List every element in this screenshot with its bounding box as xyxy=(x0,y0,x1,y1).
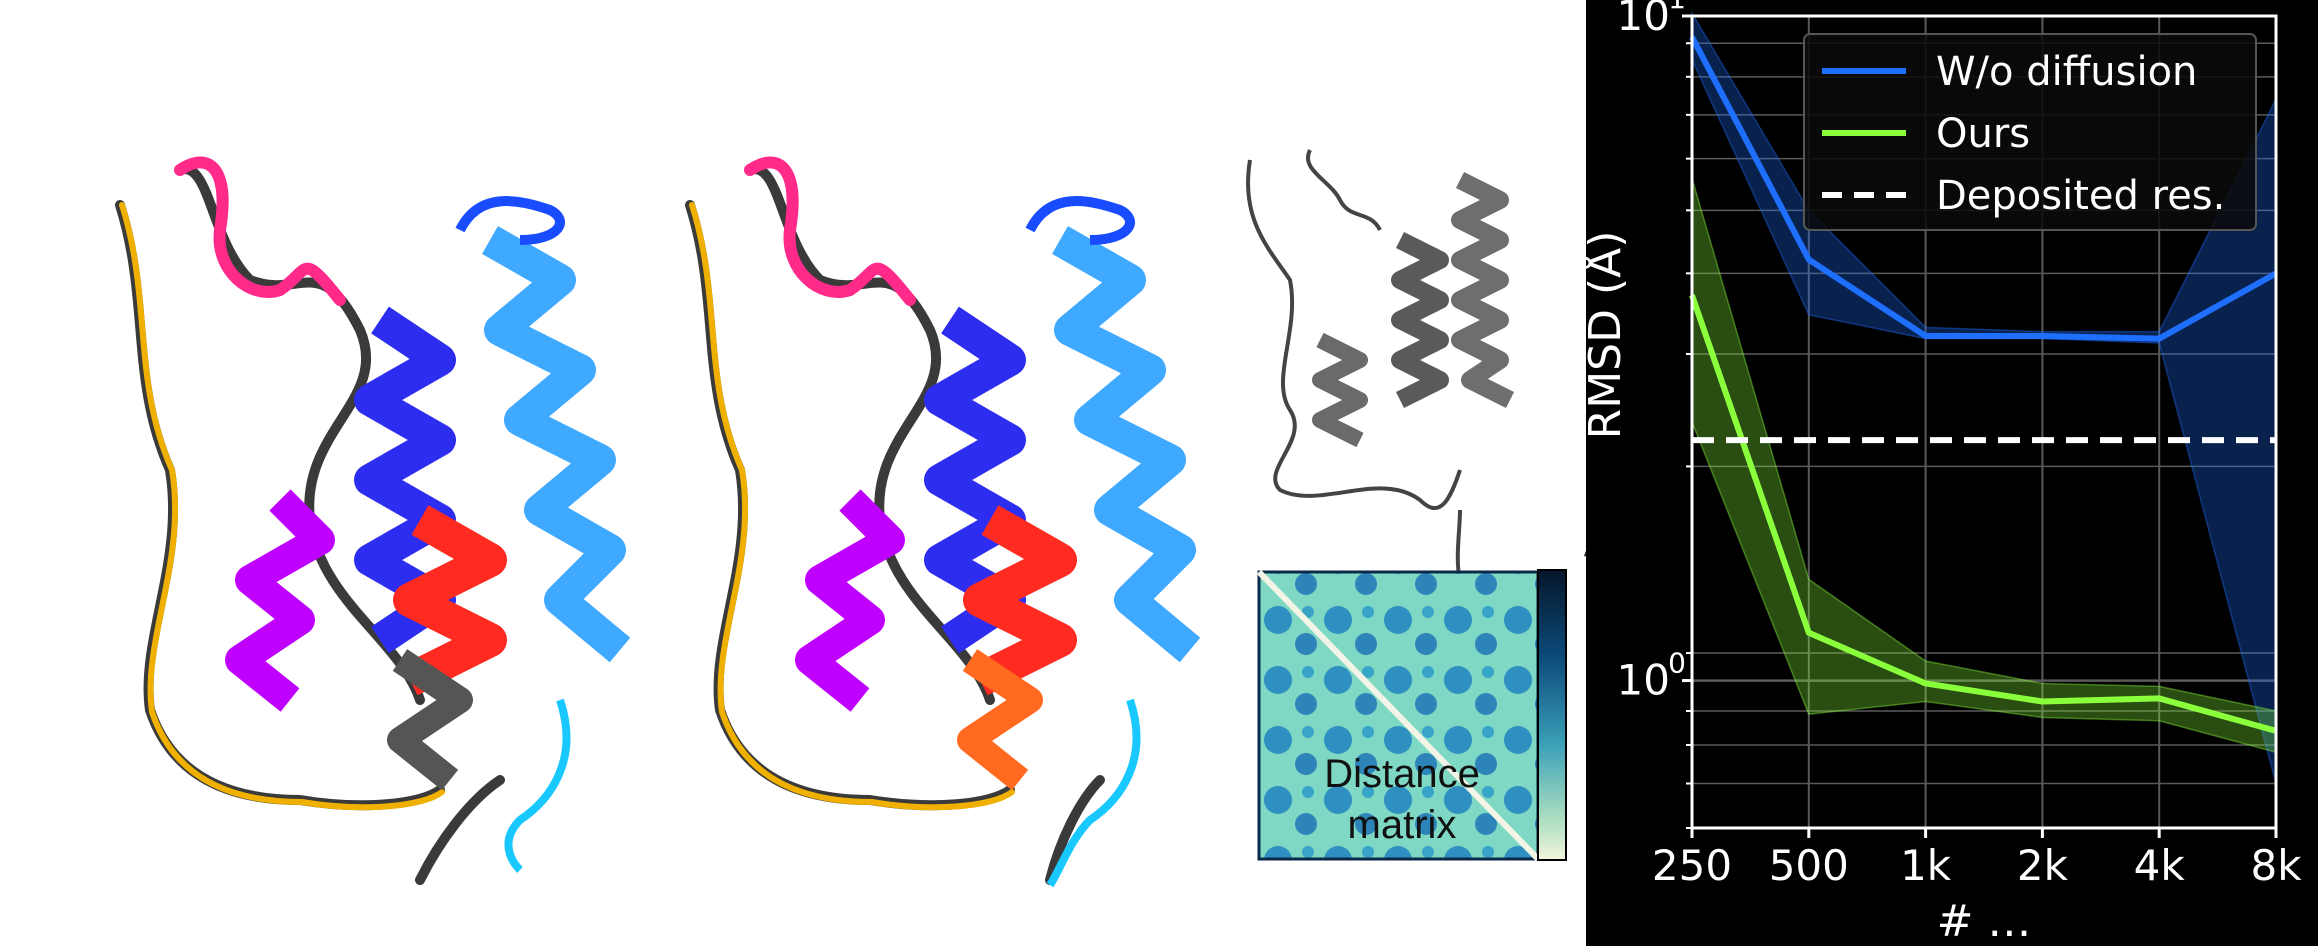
legend-label: Deposited res. xyxy=(1936,173,2225,219)
legend-box xyxy=(1803,33,2257,231)
series-lines xyxy=(1689,35,2278,734)
protein-structure-prediction xyxy=(115,156,631,885)
loop-top-blue xyxy=(455,196,565,245)
helix-magenta xyxy=(795,489,905,712)
helix-grey xyxy=(387,649,473,791)
chart-legend: W/o diffusion Ours Deposited res. xyxy=(1803,33,2257,231)
ground-truth-structure xyxy=(1246,149,1515,581)
protein-structure-refined xyxy=(685,156,1201,888)
loop-cyan xyxy=(1046,698,1141,888)
series-line-ours xyxy=(1689,294,2277,734)
y-tick-exponent: 0 xyxy=(1668,647,1686,680)
helix-orange xyxy=(957,649,1043,791)
colored-ribbon xyxy=(689,202,1015,811)
y-tick-label: 10 xyxy=(1617,656,1670,705)
helix-blue-outer xyxy=(482,226,631,663)
colored-ribbon xyxy=(119,202,445,811)
y-tick-label: 10 xyxy=(1617,0,1670,40)
loop-cyan xyxy=(504,698,571,873)
distance-matrix-diagonal xyxy=(1256,569,1541,862)
x-axis-label: # … xyxy=(1937,896,2032,946)
plot-frame xyxy=(1690,14,2278,830)
x-tick-label: 8k xyxy=(2250,841,2302,890)
distance-matrix-label-line1: Distance xyxy=(1324,752,1480,796)
x-axis-ticks: 250 500 1k 2k 4k 8k xyxy=(1652,828,2302,890)
distance-matrix-colorbar xyxy=(1537,569,1567,861)
gt-loop-top xyxy=(1306,149,1382,232)
loop-top-blue xyxy=(1025,196,1135,245)
helix-red xyxy=(393,505,507,696)
x-tick-label: 500 xyxy=(1769,841,1849,890)
legend-label: W/o diffusion xyxy=(1936,49,2197,95)
x-tick-label: 250 xyxy=(1652,841,1732,890)
loop-pink xyxy=(174,156,346,306)
y-axis-label: RMSD (Å) xyxy=(1578,231,1631,440)
x-tick-label: 4k xyxy=(2134,841,2186,890)
gt-helix-1 xyxy=(1312,332,1368,448)
gt-helix-3 xyxy=(1451,171,1515,409)
distance-matrix: Distance matrix xyxy=(1256,569,1567,862)
legend-label: Ours xyxy=(1936,111,2030,157)
loop-pink xyxy=(744,156,916,306)
x-tick-label: 2k xyxy=(2017,841,2069,890)
helix-red xyxy=(963,505,1077,696)
gt-helix-2 xyxy=(1391,231,1449,409)
series-line-w-o-diffusion xyxy=(1689,35,2278,342)
helix-magenta xyxy=(225,489,335,712)
y-tick-exponent: 1 xyxy=(1668,0,1686,15)
distance-matrix-label-line2: matrix xyxy=(1348,803,1457,847)
helix-blue-outer xyxy=(1052,226,1201,663)
y-axis-ticks: 100101 xyxy=(1617,0,1692,829)
x-tick-label: 1k xyxy=(1900,841,1952,890)
